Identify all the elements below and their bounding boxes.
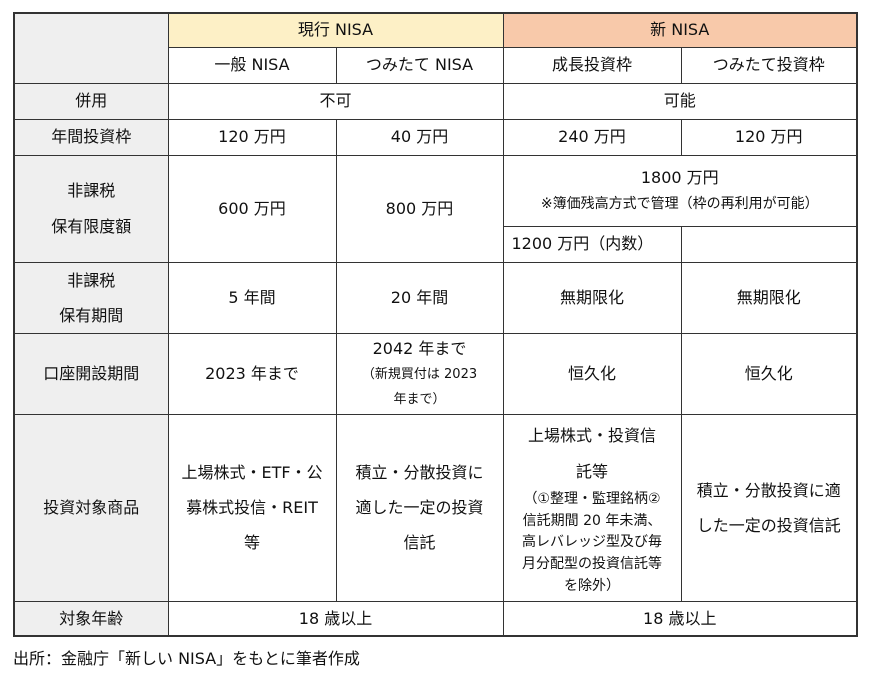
- cell: 5 年間: [167, 261, 337, 334]
- cell: 600 万円: [167, 154, 337, 263]
- label-line: 非課税: [67, 181, 116, 201]
- new-total: 1800 万円: [640, 168, 719, 187]
- row-limit: 非課税 保有限度額 600 万円 800 万円 1800 万円 ※簿価残高方式で…: [13, 154, 858, 263]
- cell: 1200 万円（内数）: [502, 225, 682, 263]
- cell: 20 年間: [335, 261, 504, 334]
- new-note: ※簿価残高方式で管理（枠の再利用が可能）: [540, 196, 819, 212]
- cell: 2042 年まで （新規買付は 2023 年まで）: [335, 332, 504, 415]
- col-tsumitate-frame: つみたて投資枠: [680, 46, 858, 84]
- row-period: 非課税 保有期間 5 年間 20 年間 無期限化 無期限化: [13, 261, 858, 334]
- cell: 可能: [502, 82, 858, 120]
- source-note: 出所：金融庁「新しい NISA」をもとに筆者作成: [13, 649, 360, 668]
- cell-main: 2042 年まで: [372, 339, 467, 359]
- row-label: 併用: [13, 82, 169, 120]
- label-line: 保有限度額: [51, 216, 132, 236]
- label-line: 非課税: [67, 270, 116, 290]
- row-label: 口座開設期間: [13, 332, 169, 415]
- cell: 18 歳以上: [502, 600, 858, 637]
- cell: 恒久化: [680, 332, 858, 415]
- cell: 上場株式・ETF・公募株式投信・REIT 等: [167, 413, 337, 602]
- corner-cell: [13, 12, 169, 84]
- cell: 無期限化: [502, 261, 682, 334]
- cell: 120 万円: [680, 118, 858, 156]
- cell: 18 歳以上: [167, 600, 504, 637]
- col-tsumitate-nisa: つみたて NISA: [335, 46, 504, 84]
- row-annual: 年間投資枠 120 万円 40 万円 240 万円 120 万円: [13, 118, 858, 156]
- col-growth-frame: 成長投資枠: [502, 46, 682, 84]
- row-concurrent: 併用 不可 可能: [13, 82, 858, 120]
- row-label: 投資対象商品: [13, 413, 169, 602]
- cell: 40 万円: [335, 118, 504, 156]
- row-label: 対象年齢: [13, 600, 169, 637]
- cell: 積立・分散投資に適した一定の投資信託: [680, 413, 858, 602]
- label-line: 保有期間: [59, 305, 124, 325]
- row-account: 口座開設期間 2023 年まで 2042 年まで （新規買付は 2023 年まで…: [13, 332, 858, 415]
- nisa-comparison-table: 現行 NISA 新 NISA 一般 NISA つみたて NISA 成長投資枠 つ…: [13, 12, 858, 638]
- cell: 800 万円: [335, 154, 504, 263]
- row-age: 対象年齢 18 歳以上 18 歳以上: [13, 600, 858, 637]
- row-label: 非課税 保有限度額: [13, 154, 169, 263]
- row-products: 投資対象商品 上場株式・ETF・公募株式投信・REIT 等 積立・分散投資に適し…: [13, 413, 858, 602]
- row-label: 年間投資枠: [13, 118, 169, 156]
- cell-note: （新規買付は 2023 年まで）: [361, 367, 478, 407]
- cell-note: （①整理・監理銘柄②信託期間 20 年未満、高レバレッジ型及び毎月分配型の投資信…: [522, 490, 662, 594]
- cell: 上場株式・投資信託等 （①整理・監理銘柄②信託期間 20 年未満、高レバレッジ型…: [502, 413, 682, 602]
- col-general-nisa: 一般 NISA: [167, 46, 337, 84]
- cell: 不可: [167, 82, 504, 120]
- cell: 120 万円: [167, 118, 337, 156]
- cell: 1800 万円 ※簿価残高方式で管理（枠の再利用が可能）: [502, 154, 858, 227]
- cell: 無期限化: [680, 261, 858, 334]
- cell: 恒久化: [502, 332, 682, 415]
- cell: 240 万円: [502, 118, 682, 156]
- header-current-nisa: 現行 NISA: [167, 12, 504, 48]
- cell-main: 上場株式・投資信託等: [527, 426, 656, 481]
- header-new-nisa: 新 NISA: [502, 12, 858, 48]
- empty-cell: [680, 225, 858, 263]
- cell: 2023 年まで: [167, 332, 337, 415]
- row-label: 非課税 保有期間: [13, 261, 169, 334]
- cell: 積立・分散投資に適した一定の投資信託: [335, 413, 504, 602]
